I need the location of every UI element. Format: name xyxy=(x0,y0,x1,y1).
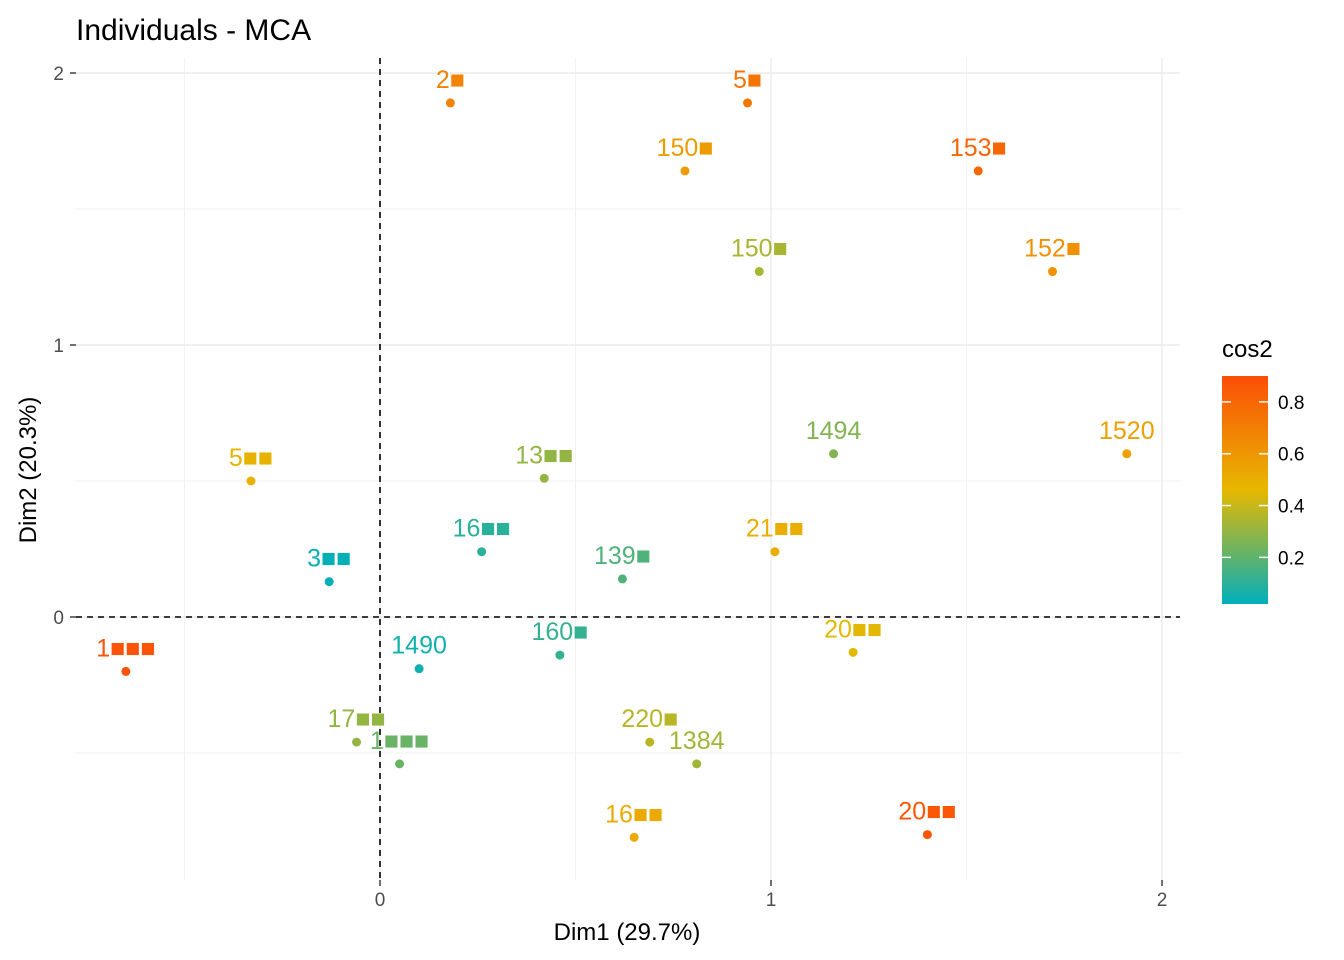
point-label-20: 220■ xyxy=(621,705,678,733)
data-point-12 xyxy=(477,547,487,557)
data-point-13 xyxy=(770,547,780,557)
chart-title: Individuals - MCA xyxy=(76,14,311,47)
y-tick-label-2: 2 xyxy=(53,64,64,85)
legend-tick-label-2: 0.6 xyxy=(1278,445,1304,466)
data-points xyxy=(121,98,1132,842)
axis-ticks: 0 1 2 0 1 2 xyxy=(53,64,1167,911)
legend-tick-label-1: 0.4 xyxy=(1278,497,1305,518)
data-point-0 xyxy=(121,666,131,676)
data-point-2 xyxy=(324,577,334,587)
legend-tick-label-0: 0.2 xyxy=(1278,548,1304,569)
point-label-17: 20■■ xyxy=(824,615,882,643)
data-point-21 xyxy=(692,759,702,769)
legend-title: cos2 xyxy=(1222,336,1273,363)
legend-colorbar xyxy=(1222,376,1268,604)
y-tick-label-0: 0 xyxy=(53,608,64,629)
data-point-11 xyxy=(539,473,549,483)
point-label-16: 160■ xyxy=(531,618,588,646)
y-axis-label: Dim2 (20.3%) xyxy=(15,397,42,544)
data-point-10 xyxy=(1122,449,1132,459)
point-label-19: 1■■■ xyxy=(370,727,429,755)
point-label-23: 20■■ xyxy=(898,798,956,826)
data-point-19 xyxy=(395,759,405,769)
point-label-8: 152■ xyxy=(1024,235,1081,263)
point-label-2: 3■■ xyxy=(307,545,351,573)
point-label-0: 1■■■ xyxy=(96,634,155,662)
y-tick-label-1: 1 xyxy=(53,336,64,357)
point-label-14: 139■ xyxy=(594,542,651,570)
point-label-1: 5■■ xyxy=(229,444,273,472)
data-point-22 xyxy=(629,832,639,842)
legend-tick-label-3: 0.8 xyxy=(1278,393,1304,414)
data-point-7 xyxy=(754,267,764,277)
point-label-12: 16■■ xyxy=(453,515,511,543)
data-point-17 xyxy=(848,647,858,657)
point-label-22: 16■■ xyxy=(605,800,663,828)
data-point-8 xyxy=(1048,267,1058,277)
legend-ticks: 0.2 0.4 0.6 0.8 xyxy=(1222,393,1305,569)
point-labels: 1■■■ 5■■ 3■■ 2■ 5■ 150■ 153■ 150■ 152■ 1494 1520 13… xyxy=(96,66,1154,828)
data-point-23 xyxy=(922,830,932,840)
point-label-7: 150■ xyxy=(731,235,788,263)
x-tick-label-1: 1 xyxy=(766,890,777,911)
point-label-11: 13■■ xyxy=(515,441,573,469)
data-point-3 xyxy=(445,98,455,108)
point-label-13: 21■■ xyxy=(746,515,804,543)
data-point-15 xyxy=(414,664,424,674)
cos2-legend: cos2 0.2 0.4 0.6 0.8 xyxy=(1222,336,1305,604)
x-tick-label-0: 0 xyxy=(375,890,386,911)
data-point-1 xyxy=(246,476,256,486)
data-point-18 xyxy=(352,737,362,747)
data-point-5 xyxy=(680,166,690,176)
point-label-4: 5■ xyxy=(733,66,762,94)
data-point-6 xyxy=(973,166,983,176)
data-point-16 xyxy=(555,650,565,660)
reference-lines xyxy=(76,58,1180,880)
point-label-6: 153■ xyxy=(950,134,1007,162)
x-axis-label: Dim1 (29.7%) xyxy=(554,919,701,946)
point-label-21: 1384 xyxy=(669,727,725,755)
x-tick-label-2: 2 xyxy=(1157,890,1168,911)
point-label-9: 1494 xyxy=(806,417,862,445)
point-label-18: 17■■ xyxy=(328,705,386,733)
data-point-20 xyxy=(645,737,655,747)
data-point-4 xyxy=(743,98,753,108)
point-label-5: 150■ xyxy=(657,134,714,162)
data-point-14 xyxy=(617,574,627,584)
data-point-9 xyxy=(829,449,839,459)
point-label-3: 2■ xyxy=(436,66,465,94)
point-label-15: 1490 xyxy=(391,632,447,660)
point-label-10: 1520 xyxy=(1099,417,1155,445)
